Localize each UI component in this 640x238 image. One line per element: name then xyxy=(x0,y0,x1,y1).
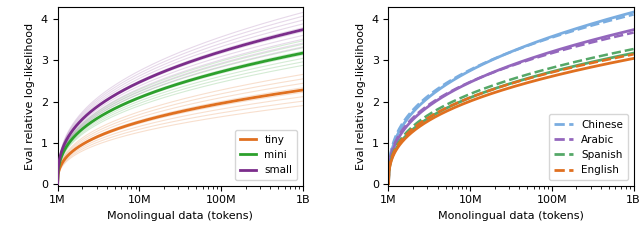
X-axis label: Monolingual data (tokens): Monolingual data (tokens) xyxy=(438,211,584,221)
Y-axis label: Eval relative log-likelihood: Eval relative log-likelihood xyxy=(356,23,366,170)
Y-axis label: Eval relative log-likelihood: Eval relative log-likelihood xyxy=(25,23,35,170)
Legend: tiny, mini, small: tiny, mini, small xyxy=(235,130,298,180)
X-axis label: Monolingual data (tokens): Monolingual data (tokens) xyxy=(108,211,253,221)
Legend: Chinese, Arabic, Spanish, English: Chinese, Arabic, Spanish, English xyxy=(549,114,628,180)
